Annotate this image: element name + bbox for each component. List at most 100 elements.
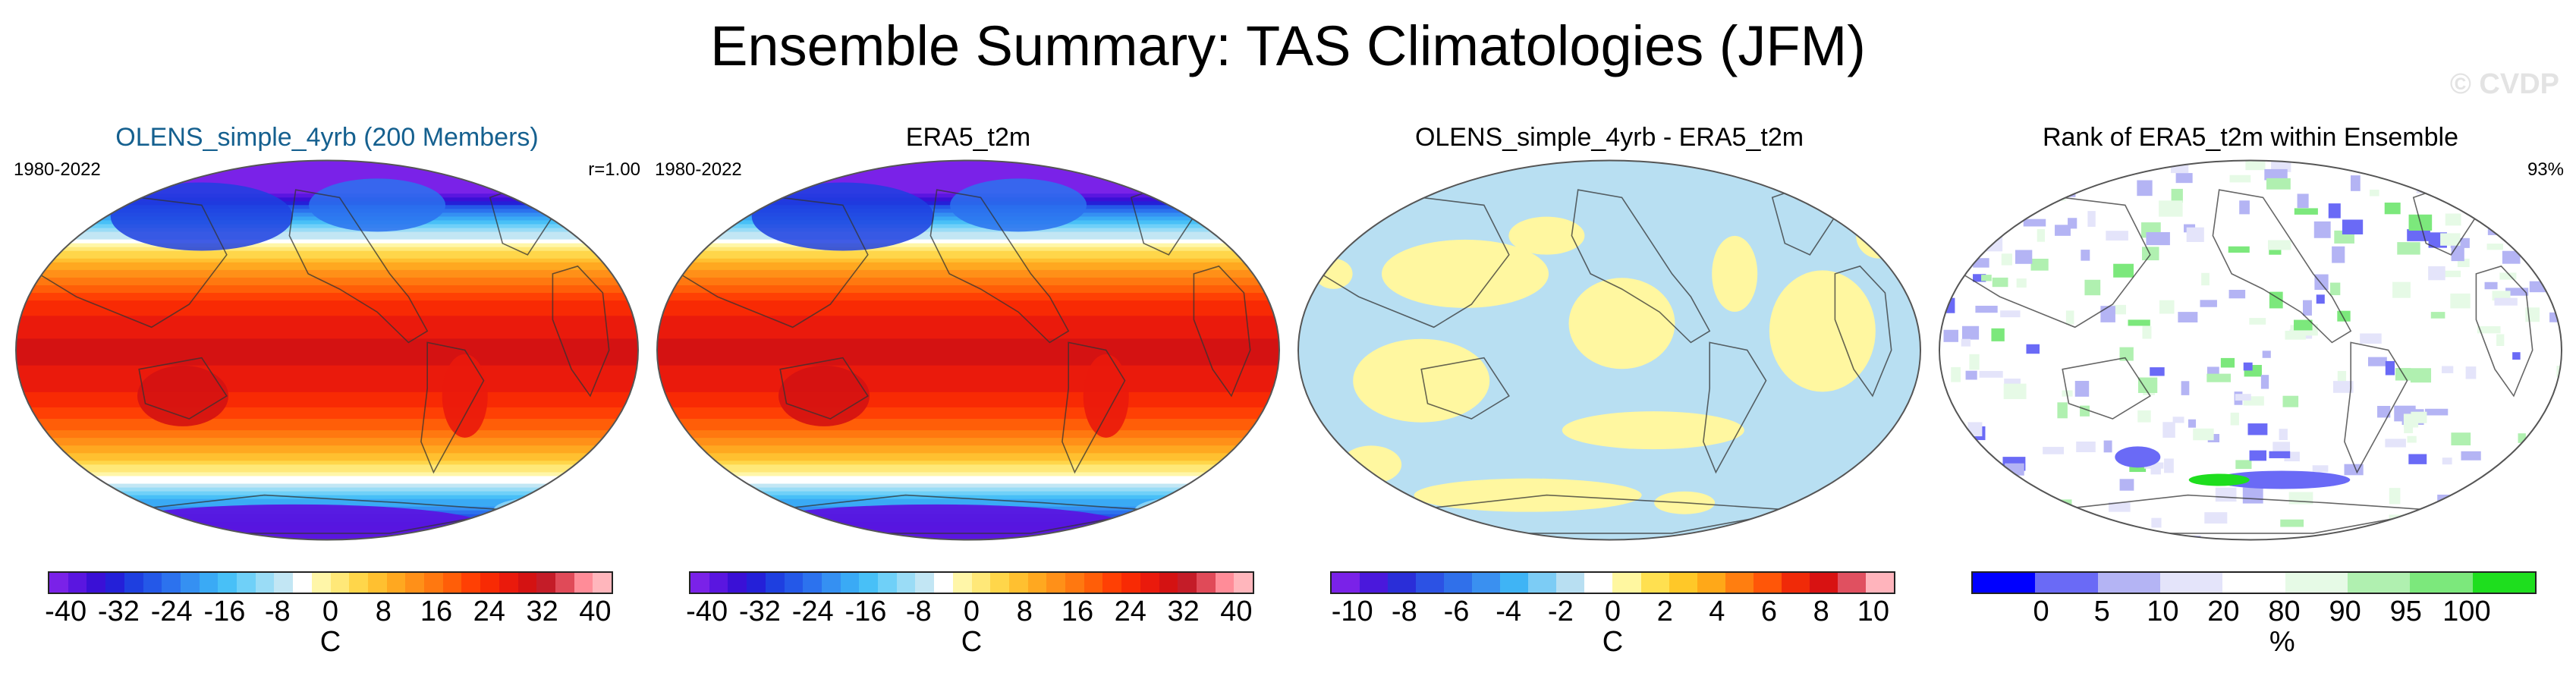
colorbar-tick-label: -32 <box>738 596 781 627</box>
colorbar-swatch <box>237 573 256 593</box>
colorbar-swatch <box>1753 573 1782 593</box>
colorbar-swatch <box>1178 573 1197 593</box>
colorbar-swatch <box>1500 573 1529 593</box>
colorbar-tick-label: 8 <box>375 596 392 627</box>
colorbar-swatch <box>1640 573 1669 593</box>
colorbar-swatch <box>1215 573 1235 593</box>
colorbar-tick-label: 10 <box>1857 596 1889 627</box>
colorbar-tick-label: 20 <box>2207 596 2240 627</box>
colorbar-tick-label: -16 <box>203 596 246 627</box>
colorbar-swatch <box>728 573 747 593</box>
colorbar-tick-label: 80 <box>2268 596 2301 627</box>
colorbar-swatch <box>840 573 860 593</box>
colorbar-swatch <box>1444 573 1473 593</box>
colorbar-tick-label: -24 <box>791 596 834 627</box>
colorbar-tick-label: 32 <box>1167 596 1200 627</box>
colorbar-swatch <box>1725 573 1754 593</box>
panel-3-colorbar <box>1330 571 1895 594</box>
colorbar-tick-label: -32 <box>97 596 140 627</box>
colorbar-swatch <box>311 573 331 593</box>
colorbar-swatch <box>1865 573 1894 593</box>
colorbar-swatch <box>86 573 106 593</box>
panel-4-map <box>1939 159 2562 541</box>
colorbar-tick-label: 40 <box>1220 596 1253 627</box>
colorbar-tick-label: 0 <box>2033 596 2049 627</box>
colorbar-tick-label: 5 <box>2093 596 2110 627</box>
panel-1-stat: r=1.00 <box>588 159 640 180</box>
colorbar-unit-label: C <box>961 626 983 658</box>
colorbar-swatch <box>1472 573 1501 593</box>
colorbar-tick-label: 16 <box>420 596 453 627</box>
colorbar-swatch <box>690 573 709 593</box>
colorbar-tick-label: -40 <box>686 596 728 627</box>
colorbar-swatch <box>1809 573 1838 593</box>
colorbar-swatch <box>1065 573 1084 593</box>
colorbar-swatch <box>747 573 766 593</box>
colorbar-swatch <box>803 573 822 593</box>
colorbar-swatch <box>1102 573 1122 593</box>
colorbar-swatch <box>1697 573 1725 593</box>
panel-1-colorbar <box>48 571 613 594</box>
colorbar-swatch <box>2347 573 2411 593</box>
colorbar-swatch <box>1140 573 1159 593</box>
colorbar-tick-label: -24 <box>150 596 193 627</box>
colorbar-swatch <box>1196 573 1216 593</box>
colorbar-swatch <box>255 573 275 593</box>
colorbar-swatch <box>218 573 237 593</box>
colorbar-swatch <box>2035 573 2098 593</box>
colorbar-swatch <box>765 573 785 593</box>
colorbar-tick-label: -40 <box>45 596 87 627</box>
colorbar-swatch <box>1528 573 1557 593</box>
colorbar-swatch <box>517 573 537 593</box>
colorbar-swatch <box>2472 573 2535 593</box>
colorbar-tick-label: 8 <box>1016 596 1033 627</box>
colorbar-swatch <box>971 573 991 593</box>
colorbar-unit-label: C <box>319 626 341 658</box>
colorbar-tick-label: 4 <box>1709 596 1725 627</box>
colorbar-swatch <box>1612 573 1641 593</box>
colorbar-swatch <box>386 573 406 593</box>
colorbar-swatch <box>1360 573 1389 593</box>
colorbar-swatch <box>1046 573 1066 593</box>
colorbar-tick-label: -2 <box>1547 596 1574 627</box>
colorbar-swatch <box>162 573 181 593</box>
colorbar-swatch <box>2410 573 2473 593</box>
colorbar-swatch <box>442 573 462 593</box>
colorbar-swatch <box>1416 573 1445 593</box>
colorbar-tick-label: -16 <box>845 596 887 627</box>
colorbar-swatch <box>480 573 499 593</box>
colorbar-tick-label: -10 <box>1331 596 1373 627</box>
panel-1-period: 1980-2022 <box>14 159 101 180</box>
colorbar-swatch <box>1837 573 1866 593</box>
colorbar-swatch <box>1388 573 1417 593</box>
panel-2-colorbar <box>689 571 1254 594</box>
panel-3-map <box>1297 159 1921 541</box>
colorbar-swatch <box>499 573 518 593</box>
colorbar-tick-label: -6 <box>1443 596 1470 627</box>
colorbar-swatch <box>2159 573 2223 593</box>
colorbar-tick-label: 0 <box>322 596 339 627</box>
colorbar-swatch <box>574 573 593 593</box>
colorbar-tick-label: -8 <box>1391 596 1417 627</box>
colorbar-swatch <box>49 573 68 593</box>
colorbar-tick-label: 16 <box>1061 596 1094 627</box>
panel-4-stat: 93% <box>2527 159 2564 180</box>
colorbar-swatch <box>1556 573 1585 593</box>
colorbar-swatch <box>1027 573 1047 593</box>
panel-3-title: OLENS_simple_4yrb - ERA5_t2m <box>1414 123 1804 152</box>
colorbar-swatch <box>896 573 916 593</box>
colorbar-tick-label: 0 <box>1604 596 1621 627</box>
colorbar-swatch <box>105 573 124 593</box>
colorbar-swatch <box>1584 573 1613 593</box>
colorbar-swatch <box>709 573 728 593</box>
colorbar-tick-label: -8 <box>264 596 291 627</box>
colorbar-swatch <box>1008 573 1028 593</box>
colorbar-swatch <box>915 573 935 593</box>
colorbar-tick-label: 100 <box>2442 596 2491 627</box>
colorbar-swatch <box>878 573 897 593</box>
colorbar-tick-label: 2 <box>1656 596 1673 627</box>
colorbar-swatch <box>274 573 294 593</box>
colorbar-swatch <box>1781 573 1810 593</box>
panel-2-map <box>656 159 1280 541</box>
panel-2-title: ERA5_t2m <box>905 123 1031 152</box>
